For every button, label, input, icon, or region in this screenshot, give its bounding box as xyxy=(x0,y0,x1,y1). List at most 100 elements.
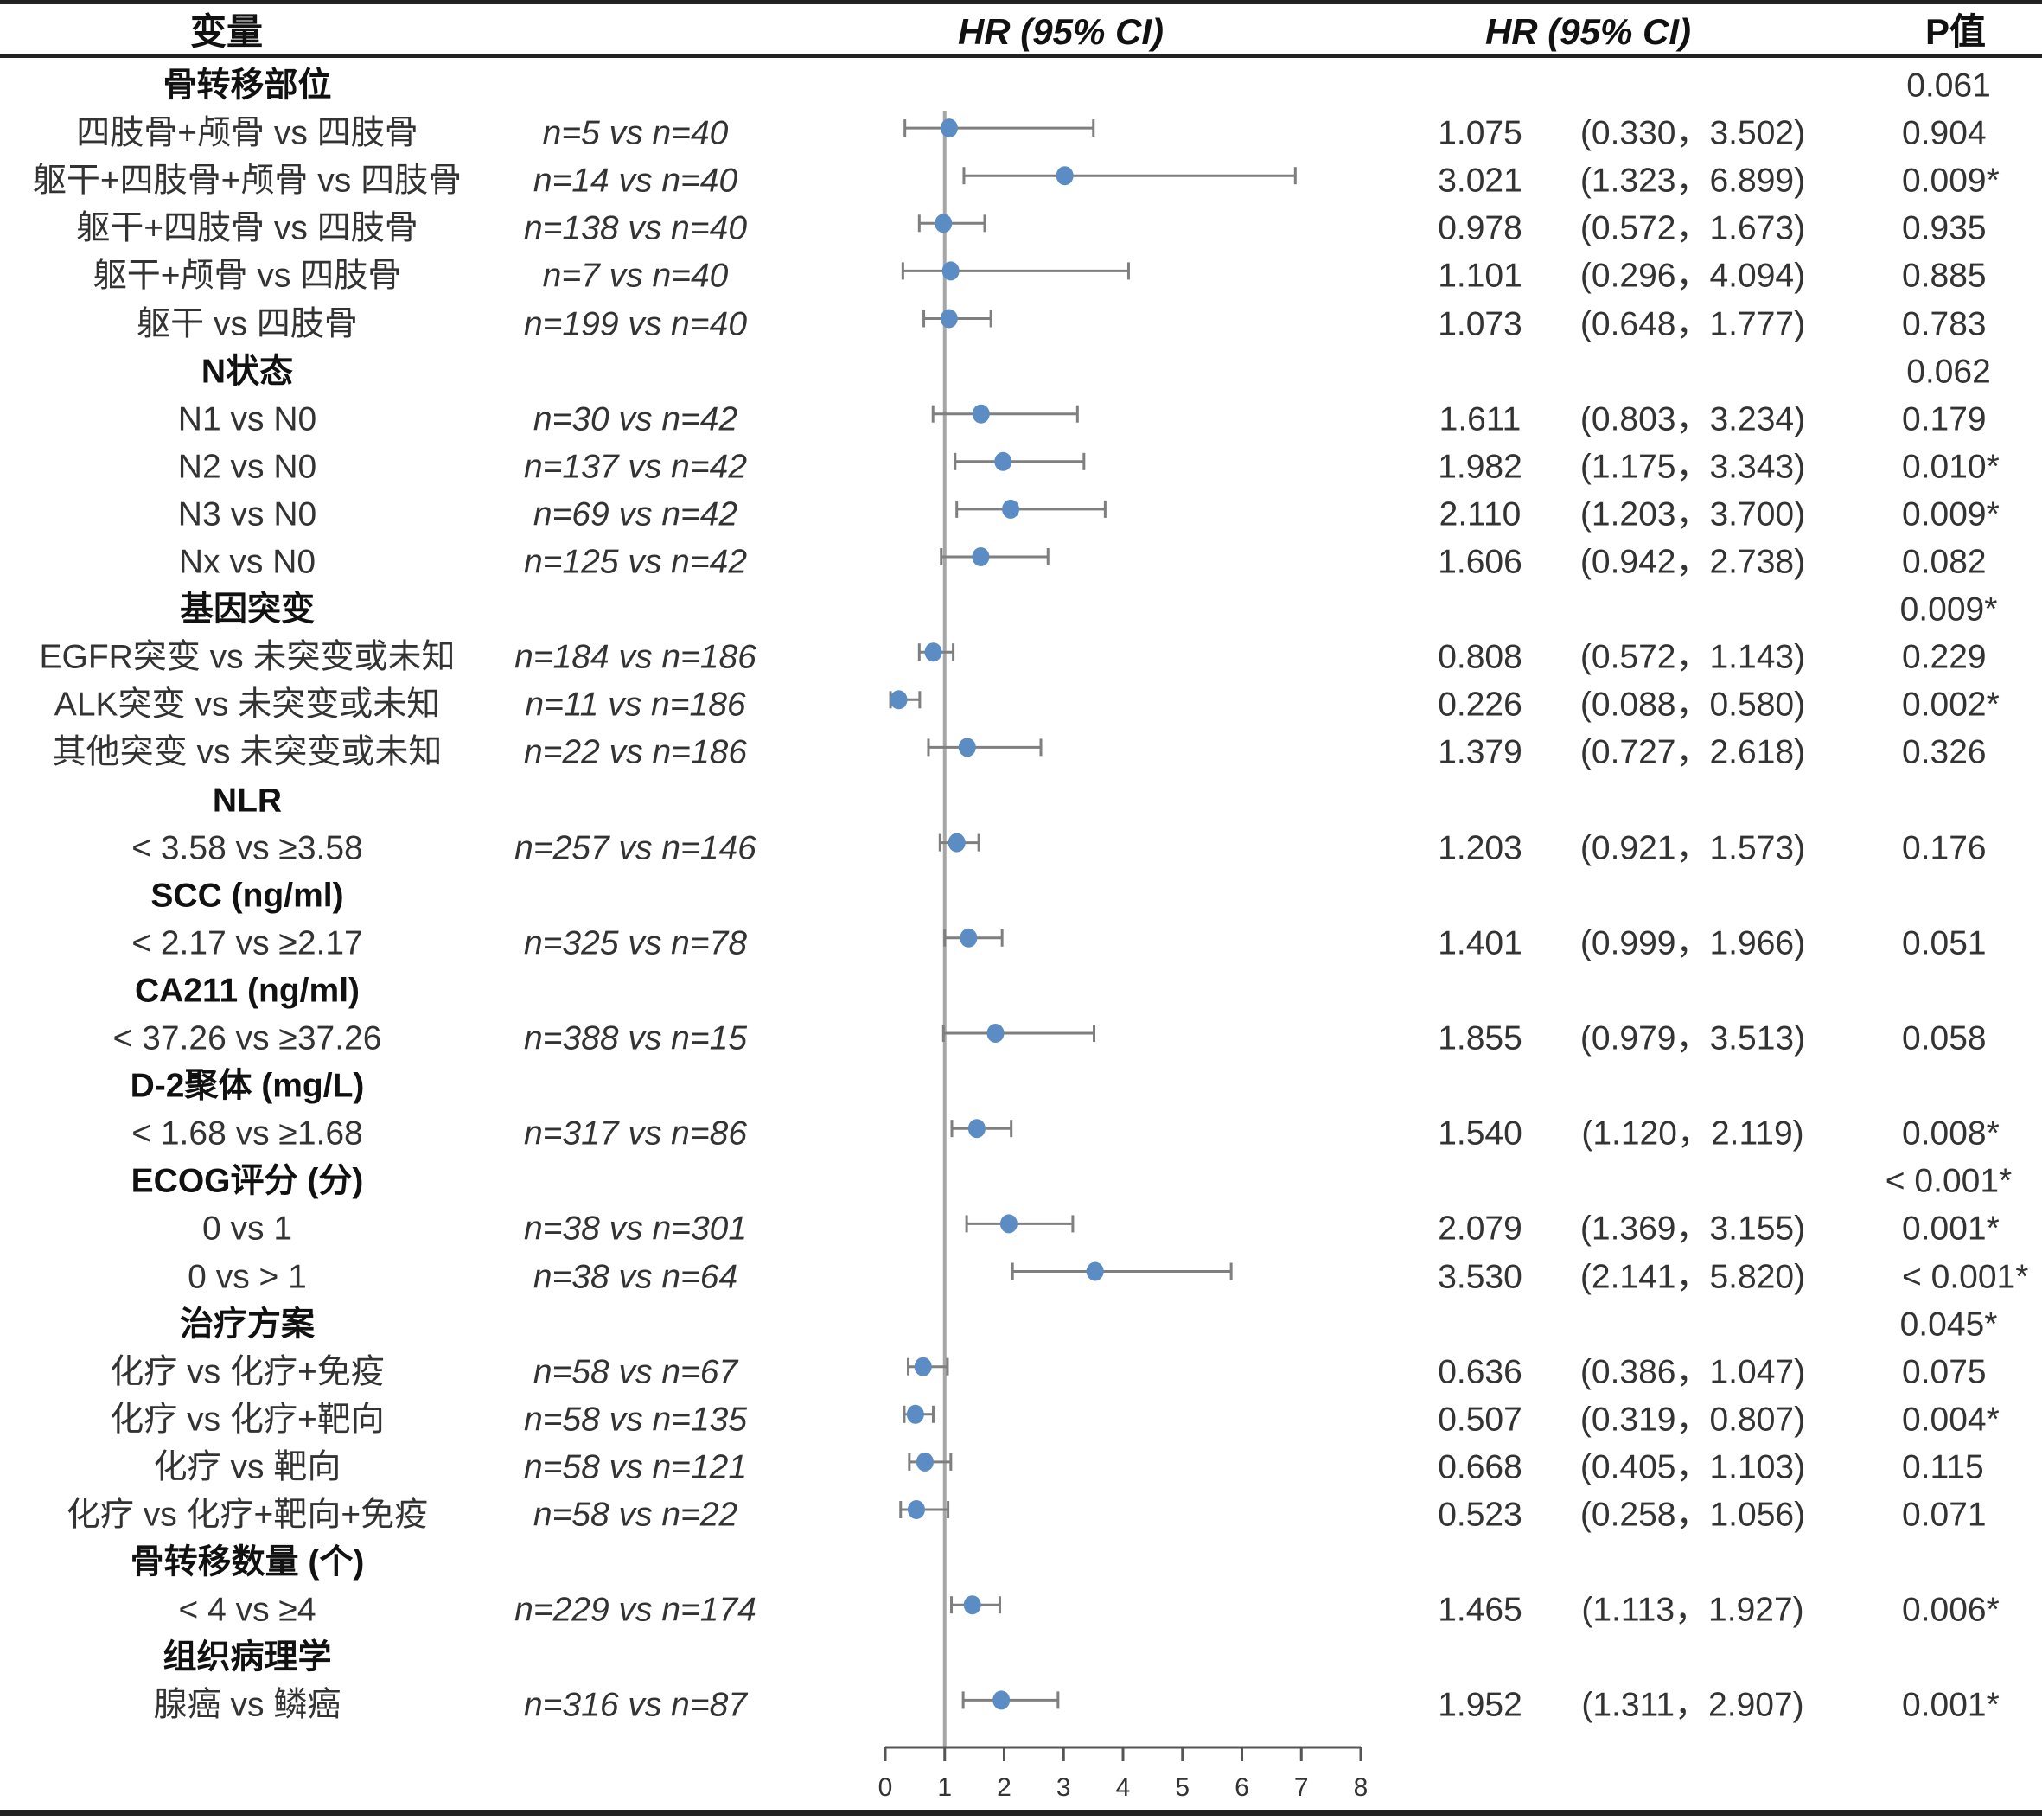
row-ci-value: (2.141，5.820) xyxy=(1579,1258,1806,1295)
row-ci-value: (0.942，2.738) xyxy=(1579,543,1806,581)
group-label: 治疗方案 xyxy=(179,1306,316,1344)
row-label: N1 vs N0 xyxy=(177,400,317,438)
row-ci-value: (0.405，1.103) xyxy=(1579,1448,1806,1486)
row-label: 0 vs 1 xyxy=(201,1210,293,1248)
row-sample-size: n=137 vs n=42 xyxy=(523,448,748,486)
row-sample-size: n=22 vs n=186 xyxy=(523,733,748,771)
row-hr-value: 1.952 xyxy=(1438,1686,1522,1724)
row-p-value: 0.115 xyxy=(1902,1448,1984,1486)
row-p-value: < 0.001* xyxy=(1902,1258,2029,1295)
row-p-value: 0.229 xyxy=(1902,638,1987,676)
row-hr-value: 1.203 xyxy=(1438,829,1522,867)
row-p-value: 0.082 xyxy=(1902,543,1987,581)
x-tick-label: 6 xyxy=(1235,1773,1249,1802)
row-p-value: 0.071 xyxy=(1902,1496,1987,1534)
row-label: EGFR突变 vs 未突变或未知 xyxy=(39,638,456,676)
row-ci-value: (0.319，0.807) xyxy=(1579,1401,1806,1439)
row-hr-value: 1.606 xyxy=(1438,543,1522,581)
row-p-value: 0.904 xyxy=(1902,114,1987,152)
hr-point xyxy=(972,547,990,566)
row-p-value: 0.002* xyxy=(1902,686,2000,724)
row-hr-value: 1.401 xyxy=(1438,924,1522,962)
row-p-value: 0.051 xyxy=(1902,924,1987,962)
hr-point xyxy=(994,451,1012,471)
row-sample-size: n=30 vs n=42 xyxy=(533,400,738,438)
row-label: Nx vs N0 xyxy=(178,543,316,581)
row-ci-value: (1.369，3.155) xyxy=(1579,1210,1806,1248)
row-sample-size: n=58 vs n=135 xyxy=(523,1401,748,1439)
row-ci-value: (0.258，1.056) xyxy=(1579,1496,1806,1534)
row-ci-value: (1.120，2.119) xyxy=(1581,1114,1804,1153)
header-p: P值 xyxy=(1924,11,1987,52)
row-p-value: 0.001* xyxy=(1902,1210,2000,1248)
row-label: N2 vs N0 xyxy=(177,448,317,486)
hr-point xyxy=(963,1595,981,1615)
row-label: < 4 vs ≥4 xyxy=(178,1591,316,1629)
row-sample-size: n=388 vs n=15 xyxy=(523,1019,748,1057)
top-rule xyxy=(0,0,2042,4)
row-p-value: 0.001* xyxy=(1902,1686,2000,1724)
hr-point xyxy=(1056,166,1074,186)
row-ci-value: (0.727，2.618) xyxy=(1579,733,1806,771)
hr-point xyxy=(940,118,958,138)
row-hr-value: 0.668 xyxy=(1438,1448,1522,1486)
group-p-value: 0.045* xyxy=(1899,1306,1998,1344)
row-label: 四肢骨+颅骨 vs 四肢骨 xyxy=(76,114,418,152)
group-p-value: 0.061 xyxy=(1906,67,1991,105)
row-hr-value: 2.079 xyxy=(1438,1210,1522,1248)
row-sample-size: n=125 vs n=42 xyxy=(523,543,748,581)
header-hr-plot: HR (95% CI) xyxy=(957,11,1165,52)
row-ci-value: (0.803，3.234) xyxy=(1579,400,1806,438)
row-sample-size: n=11 vs n=186 xyxy=(525,686,746,724)
row-ci-value: (1.113，1.927) xyxy=(1581,1591,1804,1629)
row-hr-value: 0.978 xyxy=(1438,209,1522,247)
row-sample-size: n=7 vs n=40 xyxy=(542,257,729,295)
row-hr-value: 2.110 xyxy=(1439,495,1522,533)
row-p-value: 0.006* xyxy=(1902,1591,2000,1629)
row-ci-value: (0.296，4.094) xyxy=(1579,257,1806,295)
row-p-value: 0.176 xyxy=(1902,829,1987,867)
row-hr-value: 1.540 xyxy=(1438,1114,1522,1153)
row-label: < 2.17 vs ≥2.17 xyxy=(131,924,363,962)
header-hr-text: HR (95% CI) xyxy=(1484,11,1692,52)
row-hr-value: 0.523 xyxy=(1438,1496,1522,1534)
row-sample-size: n=38 vs n=64 xyxy=(533,1258,738,1295)
group-label: 骨转移数量 (个) xyxy=(130,1543,365,1581)
row-label: 躯干+四肢骨+颅骨 vs 四肢骨 xyxy=(32,162,463,200)
row-ci-value: (0.979，3.513) xyxy=(1579,1019,1806,1057)
hr-point xyxy=(972,404,990,424)
row-ci-value: (1.323，6.899) xyxy=(1579,162,1806,200)
row-hr-value: 1.073 xyxy=(1438,305,1522,342)
row-label: 化疗 vs 化疗+靶向 xyxy=(110,1401,385,1439)
hr-point xyxy=(941,261,960,281)
row-ci-value: (1.175，3.343) xyxy=(1579,448,1806,486)
row-ci-value: (0.572，1.143) xyxy=(1579,638,1806,676)
row-p-value: 0.326 xyxy=(1902,733,1987,771)
row-ci-value: (0.648，1.777) xyxy=(1579,305,1806,342)
row-ci-value: (0.572，1.673) xyxy=(1579,209,1806,247)
x-tick-label: 8 xyxy=(1353,1773,1369,1802)
row-label: 化疗 vs 化疗+靶向+免疫 xyxy=(66,1496,429,1534)
x-tick-label: 3 xyxy=(1056,1773,1071,1802)
row-hr-value: 1.101 xyxy=(1438,257,1522,295)
hr-point xyxy=(940,309,958,329)
row-p-value: 0.004* xyxy=(1902,1401,2000,1439)
row-hr-value: 0.507 xyxy=(1438,1401,1522,1439)
group-p-value: 0.062 xyxy=(1906,353,1991,391)
row-label: 腺癌 vs 鳞癌 xyxy=(153,1686,341,1724)
group-label: ECOG评分 (分) xyxy=(131,1162,364,1200)
group-label: 基因突变 xyxy=(179,591,316,629)
row-p-value: 0.783 xyxy=(1902,305,1987,342)
row-sample-size: n=58 vs n=22 xyxy=(533,1496,738,1534)
row-sample-size: n=184 vs n=186 xyxy=(514,638,756,676)
hr-point xyxy=(986,1024,1005,1043)
row-label: < 3.58 vs ≥3.58 xyxy=(131,829,363,867)
row-ci-value: (1.311，2.907) xyxy=(1581,1686,1804,1724)
row-label: < 1.68 vs ≥1.68 xyxy=(131,1114,363,1153)
row-p-value: 0.885 xyxy=(1902,257,1987,295)
hr-point xyxy=(1086,1261,1104,1281)
row-ci-value: (1.203，3.700) xyxy=(1579,495,1806,533)
row-hr-value: 1.075 xyxy=(1438,114,1522,152)
row-hr-value: 0.808 xyxy=(1438,638,1522,676)
